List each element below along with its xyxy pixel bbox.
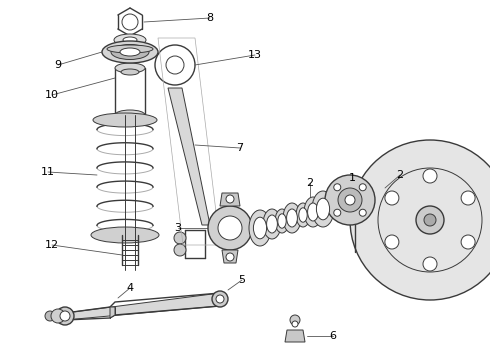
Circle shape: [359, 184, 366, 191]
Circle shape: [45, 311, 55, 321]
Ellipse shape: [114, 34, 146, 46]
Circle shape: [325, 175, 375, 225]
Text: 13: 13: [248, 50, 262, 60]
Ellipse shape: [121, 69, 139, 75]
Circle shape: [208, 206, 252, 250]
Text: 7: 7: [237, 143, 244, 153]
Text: 9: 9: [54, 60, 62, 70]
Ellipse shape: [107, 45, 153, 53]
Circle shape: [359, 209, 366, 216]
Polygon shape: [110, 307, 115, 318]
Circle shape: [345, 195, 355, 205]
Circle shape: [226, 253, 234, 261]
Ellipse shape: [115, 63, 145, 73]
Text: 10: 10: [45, 90, 59, 100]
Ellipse shape: [267, 215, 277, 233]
Circle shape: [292, 321, 298, 327]
Circle shape: [423, 257, 437, 271]
Text: 2: 2: [396, 170, 404, 180]
Circle shape: [226, 195, 234, 203]
Ellipse shape: [299, 208, 307, 222]
Text: 1: 1: [348, 173, 356, 183]
Circle shape: [334, 209, 341, 216]
Circle shape: [174, 232, 186, 244]
Text: 3: 3: [174, 223, 181, 233]
Ellipse shape: [308, 203, 319, 221]
Ellipse shape: [263, 209, 281, 239]
Circle shape: [212, 291, 228, 307]
Circle shape: [334, 184, 341, 191]
Text: 5: 5: [239, 275, 245, 285]
Circle shape: [423, 169, 437, 183]
Ellipse shape: [123, 37, 137, 43]
Polygon shape: [222, 250, 238, 263]
Circle shape: [461, 191, 475, 205]
Ellipse shape: [275, 209, 289, 233]
Circle shape: [385, 191, 399, 205]
Ellipse shape: [350, 140, 490, 300]
Polygon shape: [65, 293, 220, 320]
Ellipse shape: [287, 209, 297, 227]
Ellipse shape: [249, 210, 271, 246]
Circle shape: [216, 295, 224, 303]
Ellipse shape: [278, 214, 286, 228]
Text: 12: 12: [45, 240, 59, 250]
Ellipse shape: [283, 203, 301, 233]
Ellipse shape: [304, 197, 322, 227]
Ellipse shape: [111, 45, 149, 59]
Text: 11: 11: [41, 167, 55, 177]
Circle shape: [385, 235, 399, 249]
Ellipse shape: [93, 113, 157, 127]
Ellipse shape: [317, 198, 330, 220]
Circle shape: [461, 235, 475, 249]
Ellipse shape: [416, 206, 444, 234]
Ellipse shape: [120, 48, 140, 56]
Polygon shape: [220, 193, 240, 206]
Circle shape: [218, 216, 242, 240]
Polygon shape: [168, 88, 210, 225]
Ellipse shape: [115, 110, 145, 120]
Text: 4: 4: [126, 283, 134, 293]
Text: 2: 2: [306, 178, 314, 188]
Circle shape: [56, 307, 74, 325]
Text: 8: 8: [206, 13, 214, 23]
Circle shape: [338, 188, 362, 212]
Ellipse shape: [102, 41, 158, 63]
Circle shape: [51, 309, 65, 323]
Text: 6: 6: [329, 331, 337, 341]
Polygon shape: [285, 330, 305, 342]
Circle shape: [290, 315, 300, 325]
Ellipse shape: [424, 214, 436, 226]
Ellipse shape: [312, 191, 334, 227]
Circle shape: [174, 244, 186, 256]
Ellipse shape: [296, 203, 310, 227]
Ellipse shape: [253, 217, 267, 239]
Circle shape: [60, 311, 70, 321]
Ellipse shape: [91, 227, 159, 243]
